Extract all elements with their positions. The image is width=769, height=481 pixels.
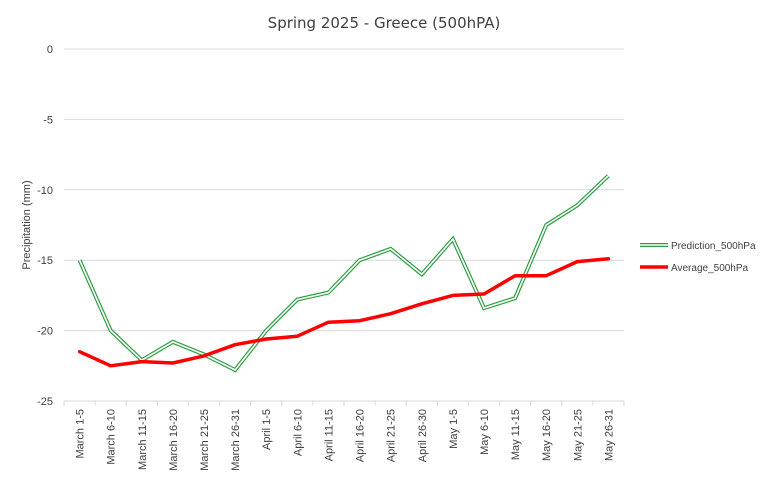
x-tick-label: May 1-5	[448, 409, 460, 449]
y-tick-label: -10	[37, 185, 53, 197]
y-tick-label: 0	[47, 44, 53, 56]
series-line-inner	[78, 175, 609, 372]
legend-label: Average_500hPa	[671, 263, 749, 274]
legend-item: Average_500hPa	[640, 263, 749, 274]
y-axis-label: Precipitation (mm)	[21, 180, 33, 269]
x-tick-label: March 11-15	[137, 409, 149, 470]
x-tick-label: March 26-31	[230, 409, 242, 471]
series-average-500hpa	[77, 257, 611, 368]
series-line-outer	[77, 174, 610, 373]
x-tick-label: April 6-10	[292, 409, 304, 456]
series-line	[77, 257, 611, 368]
y-axis-ticks: 0 -5 -10 -15 -20 -25	[37, 44, 53, 408]
series-lines	[77, 174, 611, 373]
series-prediction-500hpa	[77, 174, 610, 373]
x-tick-label: April 1-5	[261, 409, 273, 450]
chart-title: Spring 2025 - Greece (500hPA)	[268, 14, 501, 32]
y-tick-label: -5	[43, 114, 53, 126]
x-tick-label: May 21-25	[572, 409, 584, 461]
x-tick-label: May 11-15	[510, 409, 522, 460]
x-tick-label: April 26-30	[417, 409, 429, 462]
x-axis-ticks: March 1-5 March 6-10 March 11-15 March 16-2…	[63, 401, 625, 471]
x-tick-label: April 21-25	[386, 409, 398, 462]
x-tick-label: May 16-20	[541, 409, 553, 461]
legend-item: Prediction_500hPa	[640, 241, 756, 252]
x-tick-label: May 6-10	[479, 409, 491, 455]
y-tick-label: -15	[37, 255, 53, 267]
y-tick-label: -25	[37, 396, 53, 408]
x-tick-label: April 16-20	[355, 409, 367, 462]
x-tick-label: April 11-15	[323, 409, 335, 461]
gridlines	[64, 48, 624, 402]
legend-label: Prediction_500hPa	[671, 241, 756, 252]
x-tick-label: March 1-5	[75, 409, 87, 459]
x-tick-label: March 16-20	[168, 409, 180, 471]
x-tick-label: March 6-10	[106, 409, 118, 465]
x-tick-label: May 26-31	[603, 409, 615, 461]
y-tick-label: -20	[37, 326, 53, 338]
legend: Prediction_500hPa Average_500hPa	[640, 241, 756, 274]
x-tick-label: March 21-25	[199, 409, 211, 471]
